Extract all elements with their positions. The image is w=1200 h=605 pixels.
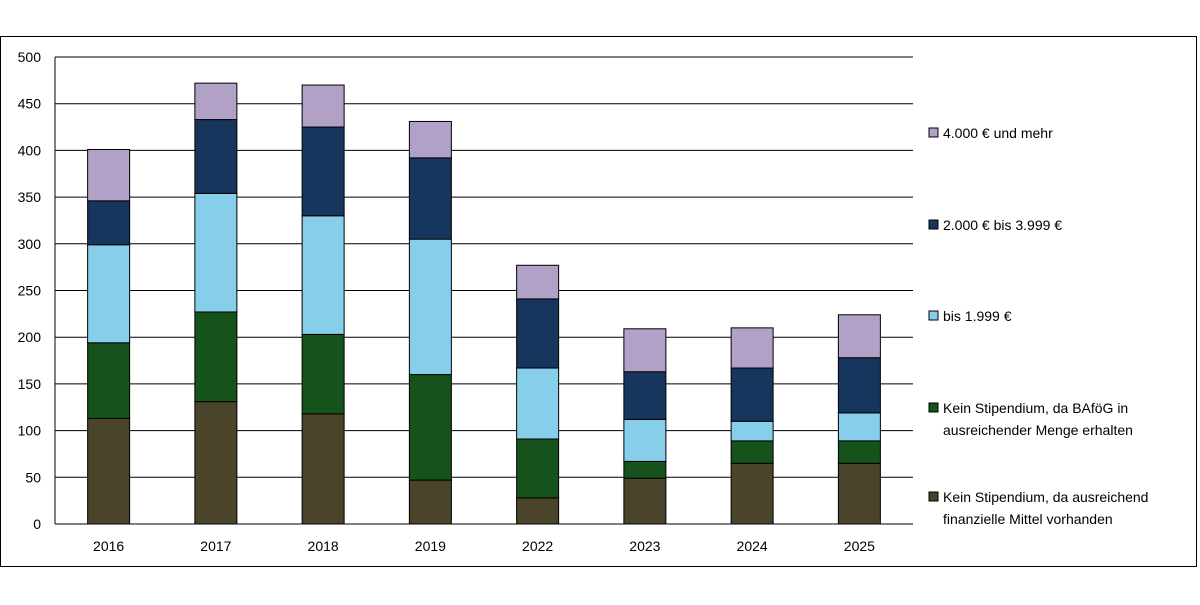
bar-segment-2022-series-1 — [516, 497, 560, 525]
x-tick-label: 2016 — [93, 538, 124, 554]
stacked-bar-chart: 0 50 100 150 200 250 300 350 400 450 500 2016 2017 20… — [18, 49, 1149, 554]
bar-segment-2024-series-5 — [730, 327, 774, 369]
bar-segment-2018-series-5 — [301, 84, 345, 128]
bar-segment-2019-series-5 — [408, 120, 452, 159]
legend-swatch — [928, 402, 939, 413]
bar-segment-2016-series-5 — [87, 148, 131, 202]
bar-segment-2018-series-1 — [301, 413, 345, 525]
legend-swatch — [928, 491, 939, 502]
bar-segment-2017-series-1 — [194, 401, 238, 525]
bar-segment-2023-series-1 — [623, 477, 667, 525]
bar-segment-2023-series-4 — [623, 371, 667, 420]
x-tick-label: 2018 — [308, 538, 339, 554]
axes: 0 50 100 150 200 250 300 350 400 450 500 2016 2017 20… — [18, 49, 913, 554]
bar-segment-2018-series-2 — [301, 333, 345, 415]
legend-label: 2.000 € bis 3.999 € — [943, 217, 1062, 233]
y-tick-label: 100 — [18, 423, 42, 439]
bar-segment-2025-series-3 — [837, 412, 881, 442]
bar-segment-2024-series-4 — [730, 367, 774, 422]
bar-segment-2016-series-2 — [87, 342, 131, 419]
bar-segment-2025-series-5 — [837, 314, 881, 359]
legend-label: Kein Stipendium, da BAföG in — [943, 400, 1128, 416]
legend-label: Kein Stipendium, da ausreichend — [943, 489, 1148, 505]
y-tick-label: 500 — [18, 49, 42, 65]
x-tick-label: 2025 — [844, 538, 875, 554]
bar-segment-2019-series-4 — [408, 157, 452, 240]
bar-segment-2025-series-2 — [837, 440, 881, 464]
bar-segment-2023-series-5 — [623, 328, 667, 373]
legend-label: 4.000 € und mehr — [943, 125, 1053, 141]
x-tick-label: 2019 — [415, 538, 446, 554]
y-tick-label: 300 — [18, 236, 42, 252]
legend-swatch — [928, 219, 939, 230]
bar-segment-2022-series-3 — [516, 367, 560, 440]
bar-segment-2022-series-5 — [516, 264, 560, 300]
y-tick-label: 250 — [18, 283, 42, 299]
x-tick-label: 2023 — [629, 538, 660, 554]
y-tick-label: 450 — [18, 96, 42, 112]
bars — [87, 82, 881, 525]
bar-segment-2025-series-1 — [837, 462, 881, 525]
bar-segment-2017-series-5 — [194, 82, 238, 121]
bar-segment-2017-series-3 — [194, 192, 238, 313]
bar-segment-2016-series-4 — [87, 200, 131, 246]
bar-segment-2024-series-1 — [730, 462, 774, 525]
bar-segment-2019-series-2 — [408, 374, 452, 481]
bar-segment-2023-series-3 — [623, 418, 667, 462]
y-tick-label: 200 — [18, 329, 42, 345]
gridlines — [55, 56, 913, 478]
y-tick-label: 0 — [33, 516, 41, 532]
y-tick-label: 350 — [18, 189, 42, 205]
bar-segment-2022-series-2 — [516, 438, 560, 499]
bar-segment-2017-series-4 — [194, 119, 238, 194]
legend-label: bis 1.999 € — [943, 308, 1012, 324]
bar-segment-2025-series-4 — [837, 357, 881, 414]
legend-swatch — [928, 127, 939, 138]
bar-segment-2018-series-3 — [301, 215, 345, 335]
y-tick-label: 400 — [18, 142, 42, 158]
x-tick-label: 2022 — [522, 538, 553, 554]
y-tick-label: 150 — [18, 376, 42, 392]
bar-segment-2017-series-2 — [194, 311, 238, 403]
bar-segment-2024-series-2 — [730, 440, 774, 464]
bar-segment-2024-series-3 — [730, 420, 774, 442]
legend-label: finanzielle Mittel vorhanden — [943, 511, 1113, 527]
legend-swatch — [928, 310, 939, 321]
bar-segment-2016-series-1 — [87, 417, 131, 525]
legend-label: ausreichender Menge erhalten — [943, 422, 1133, 438]
bar-segment-2023-series-2 — [623, 460, 667, 479]
y-tick-label: 50 — [25, 469, 41, 485]
bar-segment-2022-series-4 — [516, 298, 560, 369]
chart-frame: 0 50 100 150 200 250 300 350 400 450 500 2016 2017 20… — [0, 36, 1197, 567]
bar-segment-2019-series-3 — [408, 238, 452, 376]
x-tick-label: 2024 — [737, 538, 768, 554]
x-tick-label: 2017 — [200, 538, 231, 554]
legend: 4.000 € und mehr 2.000 € bis 3.999 € bis 1… — [928, 125, 1148, 527]
bar-segment-2016-series-3 — [87, 244, 131, 344]
bar-segment-2018-series-4 — [301, 126, 345, 217]
bar-segment-2019-series-1 — [408, 479, 452, 525]
